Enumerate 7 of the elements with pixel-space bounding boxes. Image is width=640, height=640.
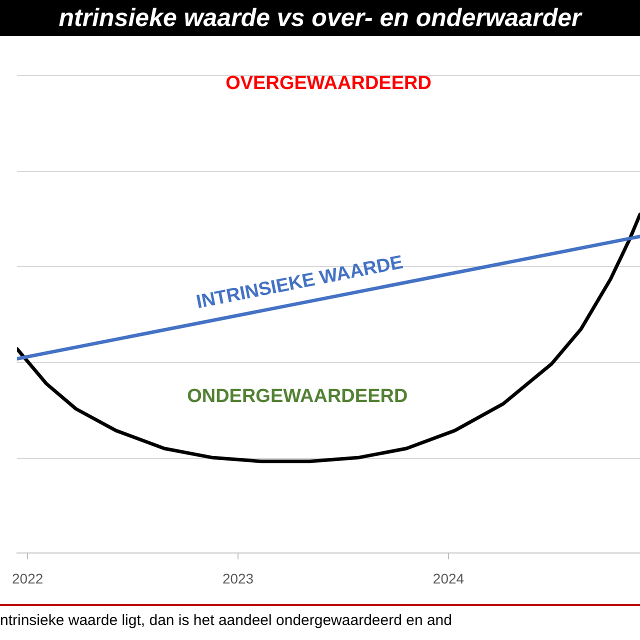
x-tick-label: 2022 [12,570,44,586]
annotation: ONDERGEWAARDEERD [187,386,408,407]
x-tick-label: 2024 [432,570,464,586]
text: ntrinsieke waarde ligt, dan is het aandeel ondergewaardeerd en and [0,604,640,636]
x-tick-label: 2023 [222,570,254,586]
text: OVERGEWAARDEERD [226,72,432,94]
chart-title: ntrinsieke waarde vs over- en onderwaarder [0,0,640,36]
